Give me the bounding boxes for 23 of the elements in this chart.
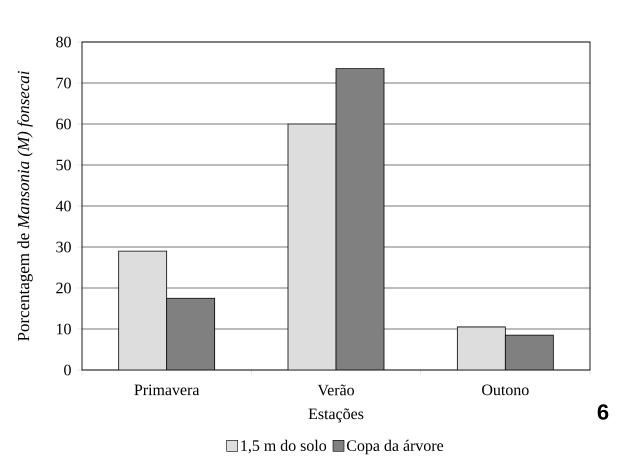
legend-label: Copa da árvore (346, 440, 444, 454)
x-axis-title: Estações (308, 408, 364, 422)
y-tick-label: 10 (56, 324, 71, 334)
bar (166, 298, 216, 370)
y-tick-label: 60 (56, 118, 71, 130)
y-tick-label: 70 (56, 78, 71, 88)
bar (118, 250, 168, 370)
y-tick-label: 80 (56, 36, 71, 48)
legend-label: 1,5 m do solo (241, 440, 326, 454)
x-tick-label: Verão (318, 384, 354, 396)
y-tick-label: 30 (56, 242, 71, 252)
bar (288, 124, 336, 370)
y-tick-label: 40 (56, 200, 71, 212)
y-axis-title: Porcentagem de Mansonia (M) fonsecai (17, 71, 33, 341)
y-tick-label: 0 (64, 364, 71, 376)
x-tick-label: Primavera (134, 384, 200, 396)
text: 6 (598, 404, 608, 420)
x-tick-label: Outono (482, 384, 529, 396)
bar (336, 68, 384, 370)
y-tick-label: 50 (56, 160, 71, 170)
bar (456, 326, 506, 370)
y-tick-label: 20 (56, 282, 71, 294)
bar (504, 334, 554, 370)
